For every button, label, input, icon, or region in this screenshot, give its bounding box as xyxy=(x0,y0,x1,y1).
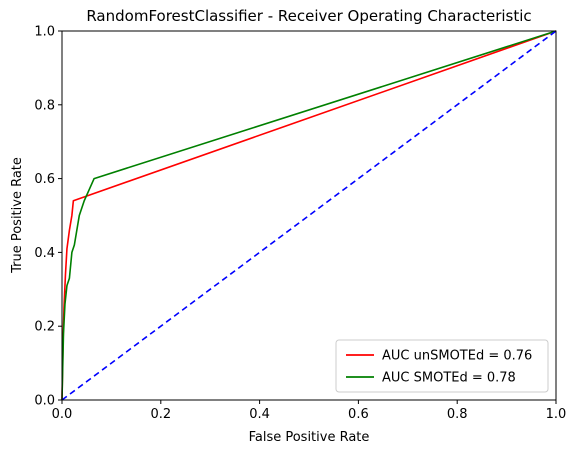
x-tick-label: 0.2 xyxy=(150,407,171,422)
y-axis: 0.0 0.2 0.4 0.6 0.8 1.0 xyxy=(34,25,62,409)
chance-diagonal-line xyxy=(61,30,557,401)
y-tick-label: 0.6 xyxy=(34,172,55,187)
x-tick-label: 0.6 xyxy=(348,407,369,422)
y-axis-label: True Positive Rate xyxy=(10,157,25,274)
chart-title: RandomForestClassifier - Receiver Operat… xyxy=(86,7,531,25)
y-tick-label: 0.2 xyxy=(34,320,55,335)
series-layer xyxy=(61,30,557,401)
y-tick-label: 0.8 xyxy=(34,98,55,113)
series-line-1 xyxy=(61,30,557,401)
x-axis: 0.0 0.2 0.4 0.6 0.8 1.0 xyxy=(52,400,567,422)
y-tick-label: 0.4 xyxy=(34,246,55,261)
y-tick-label: 1.0 xyxy=(34,25,55,40)
y-tick-label: 0.0 xyxy=(34,394,55,409)
x-tick-label: 0.0 xyxy=(52,407,73,422)
x-axis-label: False Positive Rate xyxy=(249,430,370,445)
x-tick-label: 1.0 xyxy=(546,407,567,422)
plot-frame xyxy=(61,30,557,401)
legend-label: AUC unSMOTEd = 0.76 xyxy=(382,349,532,364)
x-tick-label: 0.8 xyxy=(447,407,468,422)
legend: AUC unSMOTEd = 0.76 AUC SMOTEd = 0.78 xyxy=(335,339,549,393)
legend-box xyxy=(335,339,549,393)
legend-label: AUC SMOTEd = 0.78 xyxy=(382,371,516,386)
x-tick-label: 0.4 xyxy=(249,407,270,422)
